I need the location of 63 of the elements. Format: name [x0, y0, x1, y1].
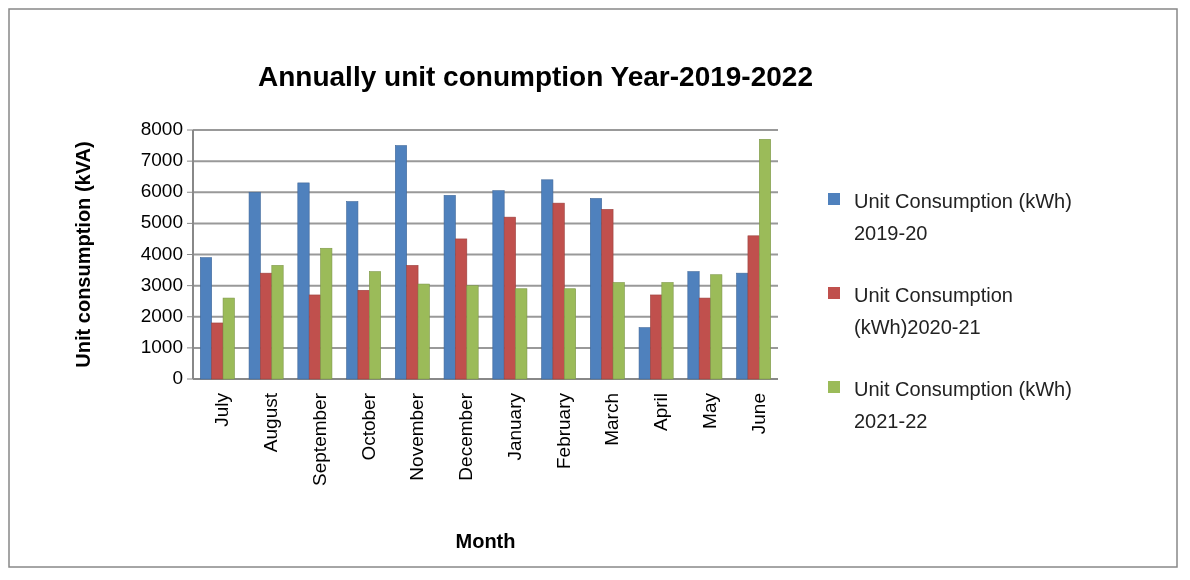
bar [601, 209, 614, 380]
bar [320, 247, 333, 380]
legend-label: Unit Consumption (kWh) 2019-20 [854, 190, 1072, 245]
x-axis-title: Month [455, 530, 516, 552]
bar [661, 282, 674, 380]
bar [541, 179, 554, 380]
bar [443, 195, 456, 380]
x-tick-label: March [601, 393, 623, 446]
x-tick-label: December [455, 392, 477, 481]
bar [492, 190, 505, 380]
y-tick-label: 7000 [140, 149, 183, 171]
bar [590, 198, 602, 380]
bar [466, 285, 479, 380]
chart-title: Annually unit conumption Year-2019-2022 [258, 61, 813, 92]
y-tick-label: 4000 [140, 242, 183, 264]
bar [406, 265, 419, 380]
x-tick-label: October [357, 392, 379, 461]
bar [638, 327, 651, 380]
bar [736, 272, 749, 380]
y-axis-title: Unit consumption (kVA) [72, 141, 94, 368]
bar [687, 271, 700, 380]
bar [503, 216, 516, 380]
bar [346, 201, 359, 380]
y-tick-label: 0 [172, 367, 183, 389]
bar [308, 294, 321, 380]
x-tick-label: September [308, 392, 330, 486]
bar [369, 271, 381, 380]
bar [222, 297, 235, 380]
y-tick-label: 6000 [140, 180, 183, 202]
bar [395, 145, 407, 380]
x-tick-label: April [650, 393, 672, 432]
legend-label: Unit Consumption (kWh)2020-21 [854, 284, 1013, 339]
bar [297, 182, 310, 380]
x-tick-label: July [211, 392, 233, 427]
bar [564, 288, 576, 380]
x-tick-label: June [747, 393, 769, 435]
y-tick-label: 2000 [140, 304, 183, 326]
bar [211, 322, 224, 380]
y-tick-label: 8000 [140, 118, 183, 140]
bar [650, 294, 663, 380]
bar [417, 283, 430, 380]
x-tick-label: January [503, 392, 525, 461]
x-tick-label: November [406, 392, 428, 481]
bar [271, 265, 284, 380]
bar [710, 274, 723, 380]
bar [612, 282, 625, 380]
bar [698, 297, 711, 380]
bar [759, 139, 771, 380]
bar [200, 257, 212, 380]
x-tick-label: August [260, 392, 282, 453]
bar [552, 202, 565, 380]
x-tick-label: May [698, 392, 720, 429]
bar [357, 289, 370, 380]
y-tick-label: 1000 [140, 335, 183, 357]
y-tick-label: 3000 [140, 273, 183, 295]
x-tick-label: February [552, 392, 574, 470]
y-tick-label: 5000 [140, 211, 183, 233]
bar [515, 288, 528, 380]
bar [747, 235, 760, 380]
bar [455, 238, 468, 380]
bar [260, 272, 273, 380]
legend-label: Unit Consumption (kWh) 2021-22 [854, 378, 1072, 433]
bar [248, 191, 261, 380]
